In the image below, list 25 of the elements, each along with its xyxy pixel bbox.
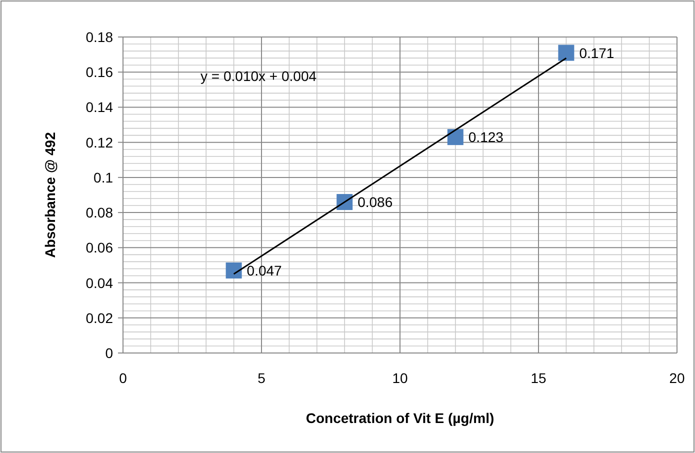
y-tick-label: 0.02	[86, 310, 114, 326]
y-tick-label: 0.16	[86, 64, 114, 80]
x-tick-label: 10	[392, 370, 408, 386]
y-axis-title: Absorbance @ 492	[42, 132, 58, 258]
y-tick-label: 0.12	[86, 134, 114, 150]
data-label: 0.086	[358, 194, 393, 210]
x-tick-label: 5	[258, 370, 266, 386]
point	[447, 129, 464, 146]
y-tick-label: 0.08	[86, 204, 114, 221]
y-tick-label: 0.04	[86, 274, 114, 291]
x-tick-label: 20	[669, 370, 685, 386]
x-axis-title: Concetration of Vit E (µg/ml)	[306, 410, 494, 426]
y-tick-label: 0.18	[86, 29, 114, 45]
data-label: 0.047	[246, 262, 282, 278]
y-tick-label: 0.06	[86, 240, 114, 256]
y-tick-label: 0.14	[86, 99, 114, 116]
y-tick-label: 0.1	[94, 169, 114, 186]
point	[558, 44, 574, 61]
data-label: 0.123	[468, 129, 504, 146]
data-label: 0.171	[579, 44, 614, 61]
x-tick-label: 15	[530, 370, 546, 386]
point	[226, 262, 242, 278]
annotation: y = 0.010x + 0.004	[200, 68, 317, 84]
y-tick-label: 0	[105, 345, 114, 361]
x-tick-label: 0	[119, 370, 128, 386]
